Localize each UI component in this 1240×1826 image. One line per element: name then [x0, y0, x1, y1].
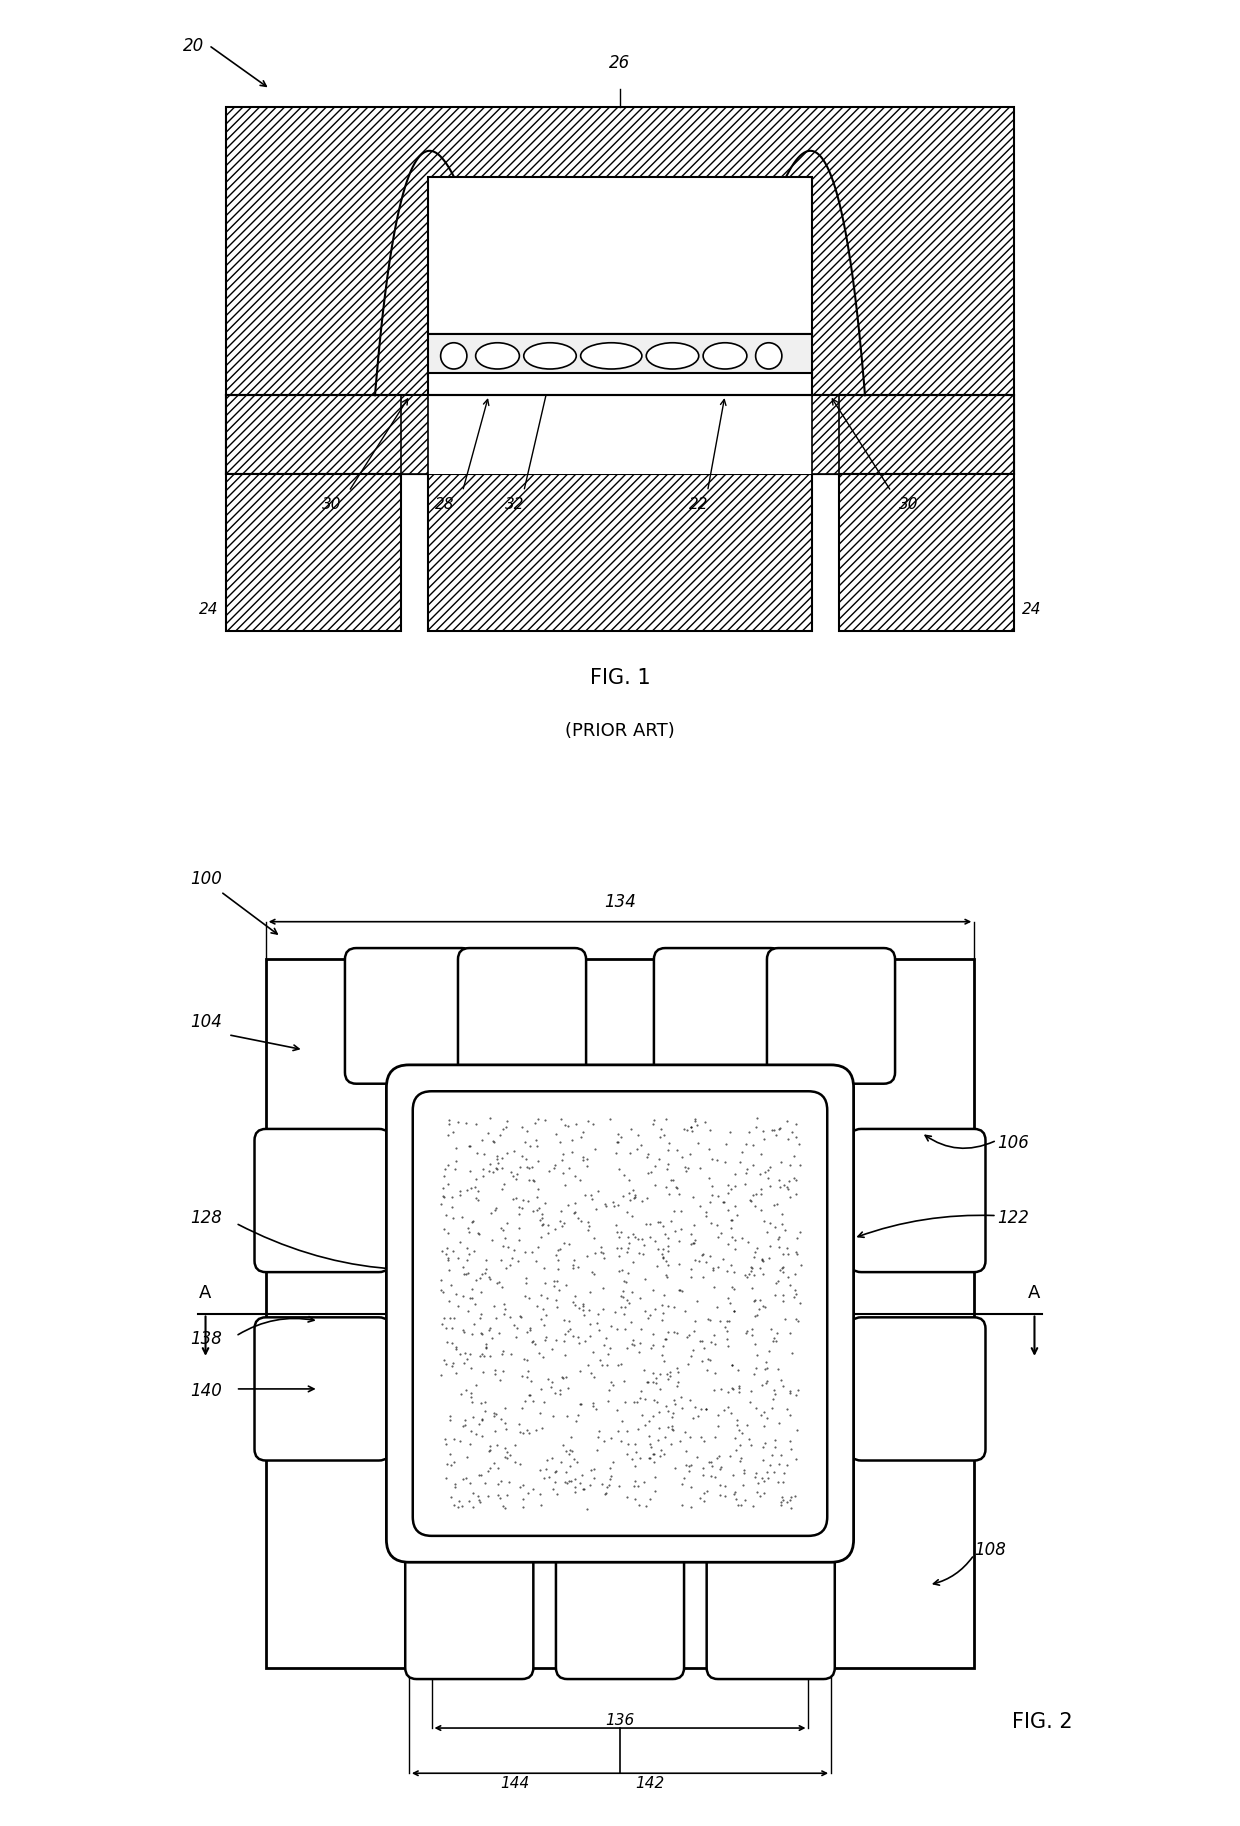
Text: 144: 144 [500, 1777, 529, 1791]
Text: 24: 24 [198, 603, 218, 617]
FancyBboxPatch shape [387, 1065, 853, 1563]
Text: FIG. 2: FIG. 2 [1012, 1713, 1073, 1733]
Bar [226, 394, 1014, 475]
FancyBboxPatch shape [254, 1128, 391, 1273]
Ellipse shape [580, 343, 642, 369]
Ellipse shape [476, 343, 520, 369]
Text: 134: 134 [604, 893, 636, 911]
Text: 106: 106 [997, 1134, 1029, 1152]
Bar [812, 394, 838, 475]
FancyBboxPatch shape [707, 1543, 835, 1680]
Text: 32: 32 [505, 497, 525, 511]
Text: 100: 100 [191, 869, 222, 887]
Text: 26: 26 [609, 53, 631, 71]
Bar [838, 475, 1014, 632]
Bar [226, 394, 1014, 475]
Ellipse shape [755, 343, 782, 369]
Text: 104: 104 [191, 1013, 222, 1032]
FancyBboxPatch shape [345, 948, 472, 1083]
Text: 142: 142 [635, 1777, 665, 1791]
Text: 138: 138 [191, 1329, 222, 1348]
FancyBboxPatch shape [405, 1543, 533, 1680]
Text: A: A [1028, 1284, 1040, 1302]
Bar [428, 177, 812, 334]
Bar [812, 394, 838, 475]
Ellipse shape [523, 343, 577, 369]
Bar [402, 394, 428, 475]
Text: 128: 128 [191, 1209, 222, 1227]
Bar [838, 475, 1014, 632]
Bar [226, 475, 402, 632]
Text: (PRIOR ART): (PRIOR ART) [565, 723, 675, 741]
Text: 22: 22 [689, 497, 708, 511]
Ellipse shape [440, 343, 467, 369]
Text: FIG. 1: FIG. 1 [590, 668, 650, 688]
Text: 30: 30 [321, 497, 341, 511]
Text: 30: 30 [899, 497, 919, 511]
FancyBboxPatch shape [768, 948, 895, 1083]
Bar [428, 394, 812, 475]
Text: 136: 136 [605, 1713, 635, 1727]
Bar [428, 334, 812, 378]
FancyBboxPatch shape [254, 1317, 391, 1461]
FancyBboxPatch shape [849, 1317, 986, 1461]
FancyBboxPatch shape [458, 948, 587, 1083]
Bar [226, 106, 1014, 475]
Text: 28: 28 [435, 497, 455, 511]
Bar [428, 475, 812, 632]
Text: A: A [200, 1284, 212, 1302]
FancyBboxPatch shape [556, 1543, 684, 1680]
Ellipse shape [646, 343, 699, 369]
FancyBboxPatch shape [653, 948, 782, 1083]
Text: 24: 24 [1022, 603, 1042, 617]
Ellipse shape [703, 343, 746, 369]
Bar [226, 475, 402, 632]
Bar [226, 106, 1014, 475]
Text: 140: 140 [191, 1382, 222, 1401]
Bar [428, 373, 812, 394]
Text: 108: 108 [975, 1541, 1006, 1559]
Text: 20: 20 [182, 37, 203, 55]
Bar [428, 475, 812, 632]
Text: 122: 122 [997, 1209, 1029, 1227]
Bar [265, 959, 975, 1667]
Bar [402, 394, 428, 475]
FancyBboxPatch shape [849, 1128, 986, 1273]
